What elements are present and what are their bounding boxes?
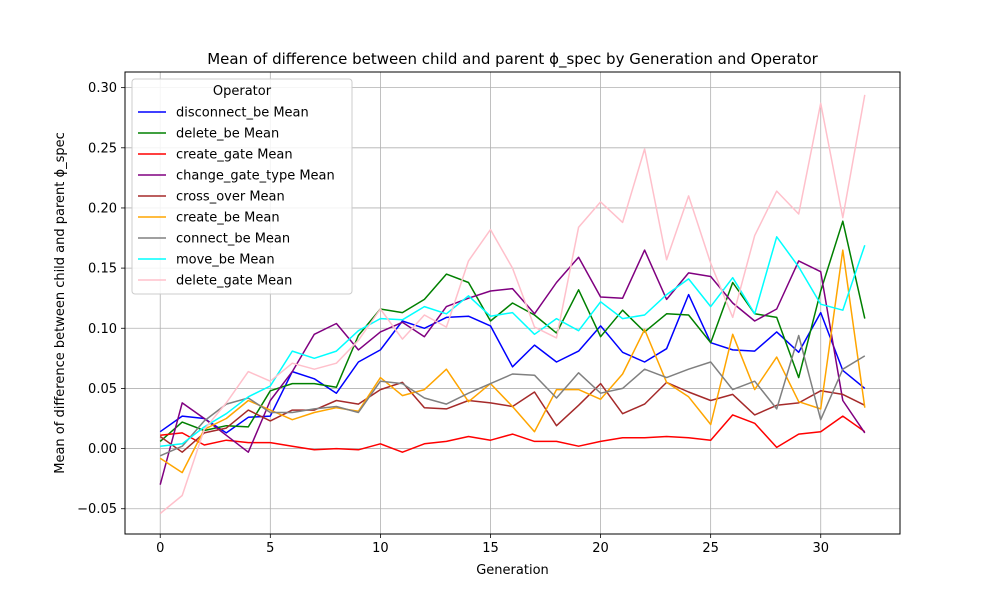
series-line-delete-gate-mean bbox=[159, 94, 866, 515]
y-tick-label: 0.05 bbox=[88, 382, 117, 397]
y-tick-label: 0.30 bbox=[88, 81, 117, 96]
legend-entry: disconnect_be Mean bbox=[176, 106, 309, 121]
legend-entry: move_be Mean bbox=[176, 253, 275, 268]
series-line-delete-be-mean bbox=[159, 220, 866, 442]
chart-title: Mean of difference between child and par… bbox=[207, 50, 818, 69]
plot-frame bbox=[124, 71, 901, 535]
legend-entry: change_gate_type Mean bbox=[176, 169, 335, 184]
x-tick-label: 5 bbox=[266, 541, 274, 556]
legend-entry: connect_be Mean bbox=[176, 232, 290, 247]
legend-entry: create_gate Mean bbox=[176, 148, 293, 163]
legend-box bbox=[131, 78, 353, 295]
legend-items: disconnect_be Mean delete_be Mean create_g… bbox=[138, 106, 335, 289]
y-tick-label: 0.00 bbox=[88, 442, 117, 457]
y-tick-label: −0.05 bbox=[77, 502, 117, 517]
series-layer bbox=[159, 94, 866, 515]
series-line-create-gate-mean bbox=[160, 414, 866, 453]
y-axis: −0.05 0.00 0.05 0.10 0.15 0.20 0.25 0.30 bbox=[77, 81, 125, 517]
x-tick-label: 20 bbox=[592, 541, 609, 556]
series-line-change-gate-type-mean bbox=[159, 249, 866, 485]
series-line-cross-over-mean bbox=[159, 381, 866, 453]
legend-entry: create_be Mean bbox=[176, 211, 280, 226]
series-line-disconnect-be-mean bbox=[159, 293, 866, 434]
x-tick-label: 15 bbox=[482, 541, 499, 556]
x-tick-label: 30 bbox=[812, 541, 829, 556]
y-tick-label: 0.20 bbox=[88, 201, 117, 216]
x-tick-label: 10 bbox=[372, 541, 389, 556]
x-tick-label: 25 bbox=[702, 541, 719, 556]
legend-entry: delete_gate Mean bbox=[176, 274, 292, 289]
series-line-connect-be-mean bbox=[159, 334, 866, 457]
y-tick-label: 0.25 bbox=[88, 141, 117, 156]
y-axis-label: Mean of difference between child and par… bbox=[53, 132, 68, 474]
legend-title: Operator bbox=[213, 84, 272, 99]
x-tick-label: 0 bbox=[156, 541, 164, 556]
y-tick-label: 0.10 bbox=[88, 322, 117, 337]
legend-entry: delete_be Mean bbox=[176, 127, 279, 142]
x-axis-label: Generation bbox=[476, 563, 549, 578]
series-line-create-be-mean bbox=[159, 249, 866, 474]
x-axis: 0 5 10 15 20 25 30 bbox=[156, 534, 829, 556]
legend-entry: cross_over Mean bbox=[176, 190, 285, 205]
y-tick-label: 0.15 bbox=[88, 262, 117, 277]
legend: Operator disconnect_be Mean delete_be Mea… bbox=[131, 78, 353, 295]
